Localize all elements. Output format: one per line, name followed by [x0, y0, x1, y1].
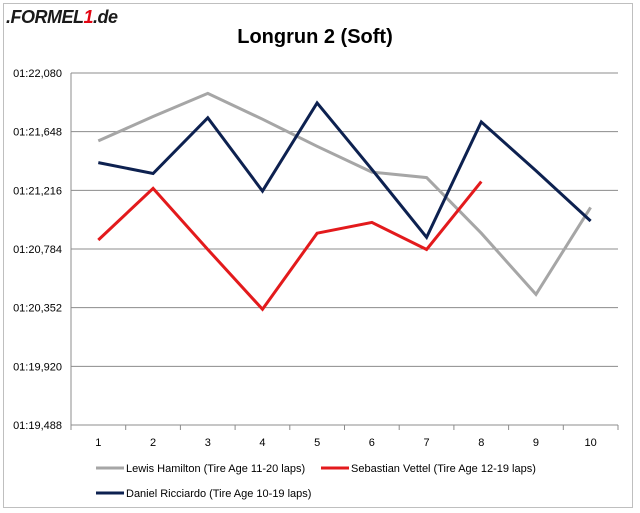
x-tick-label: 1: [95, 437, 101, 449]
y-tick-label: 01:19,920: [13, 361, 62, 373]
y-tick-label: 01:22,080: [13, 68, 62, 80]
x-tick-label: 8: [478, 437, 484, 449]
x-tick-label: 7: [423, 437, 429, 449]
x-tick-label: 4: [259, 437, 265, 449]
legend-label-3: Daniel Ricciardo (Tire Age 10-19 laps): [126, 488, 311, 500]
legend-label-2: Sebastian Vettel (Tire Age 12-19 laps): [351, 463, 536, 475]
y-tick-label: 01:20,352: [13, 303, 62, 315]
legend-label-1: Lewis Hamilton (Tire Age 11-20 laps): [126, 463, 305, 475]
x-tick-label: 5: [314, 437, 320, 449]
y-tick-label: 01:21,648: [13, 127, 62, 139]
chart-title: Longrun 2 (Soft): [237, 26, 393, 48]
series-line-3: [98, 100, 592, 241]
x-tick-label: 3: [205, 437, 211, 449]
x-tick-label: 2: [150, 437, 156, 449]
y-tick-label: 01:19,488: [13, 420, 62, 432]
y-tick-label: 01:20,784: [13, 244, 62, 256]
y-tick-label: 01:21,216: [13, 185, 62, 197]
x-tick-label: 10: [585, 437, 597, 449]
series-line-2: [97, 180, 483, 312]
chart-frame: [3, 3, 633, 508]
formel1-logo: .FORMEL1.de: [6, 7, 118, 27]
x-tick-label: 9: [533, 437, 539, 449]
x-tick-label: 6: [369, 437, 375, 449]
series-line-1: [97, 91, 592, 297]
